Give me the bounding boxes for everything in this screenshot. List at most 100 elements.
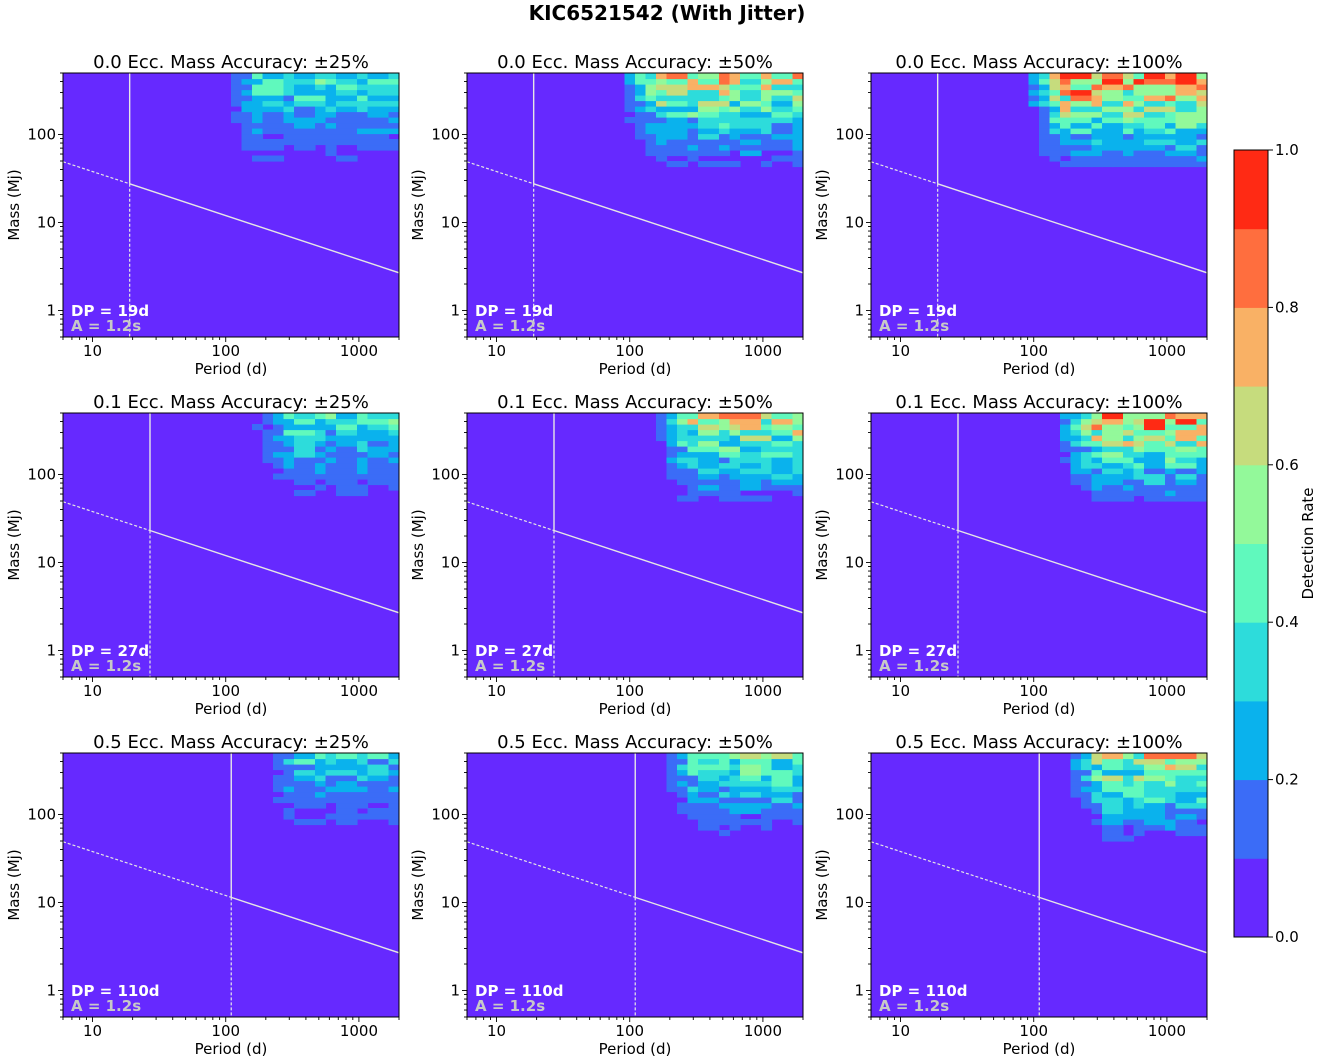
threshold-line-solid bbox=[553, 529, 803, 614]
heatmap-cell bbox=[336, 89, 348, 96]
heatmap-cell bbox=[1196, 117, 1207, 124]
heatmap-cell bbox=[666, 468, 678, 475]
heatmap-cell bbox=[378, 769, 390, 776]
heatmap-cell bbox=[1196, 73, 1207, 80]
heatmap-cell bbox=[1175, 139, 1187, 146]
heatmap-cell bbox=[252, 122, 264, 129]
heatmap-cell bbox=[315, 468, 327, 475]
heatmap-cell bbox=[262, 100, 274, 107]
heatmap-cell bbox=[336, 424, 348, 431]
heatmap-cell bbox=[1091, 808, 1103, 815]
heatmap-cell bbox=[252, 95, 264, 102]
heatmap-cell bbox=[1165, 139, 1177, 146]
heatmap-cell bbox=[708, 413, 720, 420]
heatmap-cell bbox=[367, 462, 379, 469]
heatmap-cell bbox=[1186, 802, 1198, 809]
heatmap-cell bbox=[283, 100, 295, 107]
heatmap-cell bbox=[262, 128, 274, 135]
heatmap-cell bbox=[645, 133, 657, 140]
heatmap-cell bbox=[729, 468, 741, 475]
heatmap-cell bbox=[294, 462, 306, 469]
y-tick-label: 1 bbox=[46, 982, 56, 1000]
heatmap-cell bbox=[294, 791, 306, 798]
heatmap-cell bbox=[304, 462, 316, 469]
heatmap-cell bbox=[304, 111, 316, 118]
heatmap-cell bbox=[1186, 764, 1198, 771]
heatmap-cell bbox=[740, 133, 752, 140]
heatmap-cell bbox=[367, 128, 379, 135]
heatmap-cell bbox=[698, 802, 710, 809]
heatmap-cell bbox=[771, 473, 783, 480]
y-tick-label: 10 bbox=[37, 214, 56, 232]
heatmap-cell bbox=[1123, 451, 1135, 458]
heatmap-cell bbox=[677, 758, 689, 765]
heatmap-cell bbox=[1070, 84, 1082, 91]
heatmap-cell bbox=[294, 133, 306, 140]
heatmap-cell bbox=[1186, 122, 1198, 129]
threshold-line-dashed bbox=[871, 161, 938, 185]
heatmap-cell bbox=[1165, 446, 1177, 453]
heatmap-cell bbox=[687, 144, 699, 151]
heatmap-cell bbox=[1039, 78, 1051, 85]
heatmap-cell bbox=[750, 413, 762, 420]
heatmap-cell bbox=[1175, 111, 1187, 118]
heatmap-cell bbox=[283, 440, 295, 447]
x-tick-label: 1000 bbox=[1148, 682, 1186, 700]
heatmap-cell bbox=[388, 89, 399, 96]
heatmap-cell bbox=[262, 446, 274, 453]
heatmap-cell bbox=[1070, 128, 1082, 135]
heatmap-cell bbox=[367, 797, 379, 804]
heatmap-cell bbox=[304, 128, 316, 135]
heatmap-cell bbox=[740, 435, 752, 442]
heatmap-cell bbox=[1196, 133, 1207, 140]
heatmap-cell bbox=[677, 435, 689, 442]
heatmap-cell bbox=[1144, 813, 1156, 820]
heatmap-cell bbox=[1186, 139, 1198, 146]
heatmap-cell bbox=[1186, 106, 1198, 113]
heatmap-cell bbox=[719, 413, 731, 420]
heatmap-cell bbox=[719, 133, 731, 140]
heatmap-cell bbox=[378, 786, 390, 793]
heatmap-cell bbox=[1144, 824, 1156, 831]
heatmap-cell bbox=[346, 111, 358, 118]
heatmap-cell bbox=[357, 440, 369, 447]
heatmap-cell bbox=[1144, 753, 1156, 760]
heatmap-cell bbox=[1070, 473, 1082, 480]
heatmap-cell bbox=[677, 106, 689, 113]
heatmap-cell bbox=[336, 484, 348, 491]
x-axis-label: Period (d) bbox=[1003, 700, 1076, 718]
heatmap-cell bbox=[687, 451, 699, 458]
y-tick-label: 100 bbox=[431, 806, 460, 824]
heatmap-cell bbox=[1175, 462, 1187, 469]
heatmap-cell bbox=[1060, 117, 1072, 124]
heatmap-cell bbox=[346, 139, 358, 146]
heatmap-cell bbox=[273, 786, 285, 793]
heatmap-cell bbox=[750, 429, 762, 436]
heatmap-cell bbox=[241, 95, 253, 102]
heatmap-cell bbox=[1165, 150, 1177, 157]
heatmap-cell bbox=[698, 122, 710, 129]
heatmap-cell bbox=[378, 133, 390, 140]
heatmap-cell bbox=[677, 468, 689, 475]
heatmap-cell bbox=[346, 413, 358, 420]
heatmap-cell bbox=[1070, 78, 1082, 85]
heatmap-cell bbox=[346, 457, 358, 464]
heatmap-cell bbox=[729, 490, 741, 497]
heatmap-cell bbox=[1133, 429, 1145, 436]
heatmap-cell bbox=[1091, 468, 1103, 475]
heatmap-cell bbox=[1165, 84, 1177, 91]
heatmap-cell bbox=[1133, 808, 1145, 815]
heatmap-cell bbox=[1175, 490, 1187, 497]
heatmap-cell bbox=[367, 457, 379, 464]
heatmap-cell bbox=[1112, 111, 1124, 118]
heatmap-cell bbox=[388, 122, 399, 129]
heatmap-cell bbox=[388, 106, 399, 113]
heatmap-cell bbox=[750, 451, 762, 458]
heatmap-cell bbox=[1081, 117, 1093, 124]
panel-title: 0.1 Ecc. Mass Accuracy: ±50% bbox=[497, 392, 773, 413]
heatmap-cell bbox=[1165, 808, 1177, 815]
heatmap-cell bbox=[336, 73, 348, 80]
heatmap-cell bbox=[645, 89, 657, 96]
heatmap-cell bbox=[635, 73, 647, 80]
heatmap-cell bbox=[1123, 84, 1135, 91]
